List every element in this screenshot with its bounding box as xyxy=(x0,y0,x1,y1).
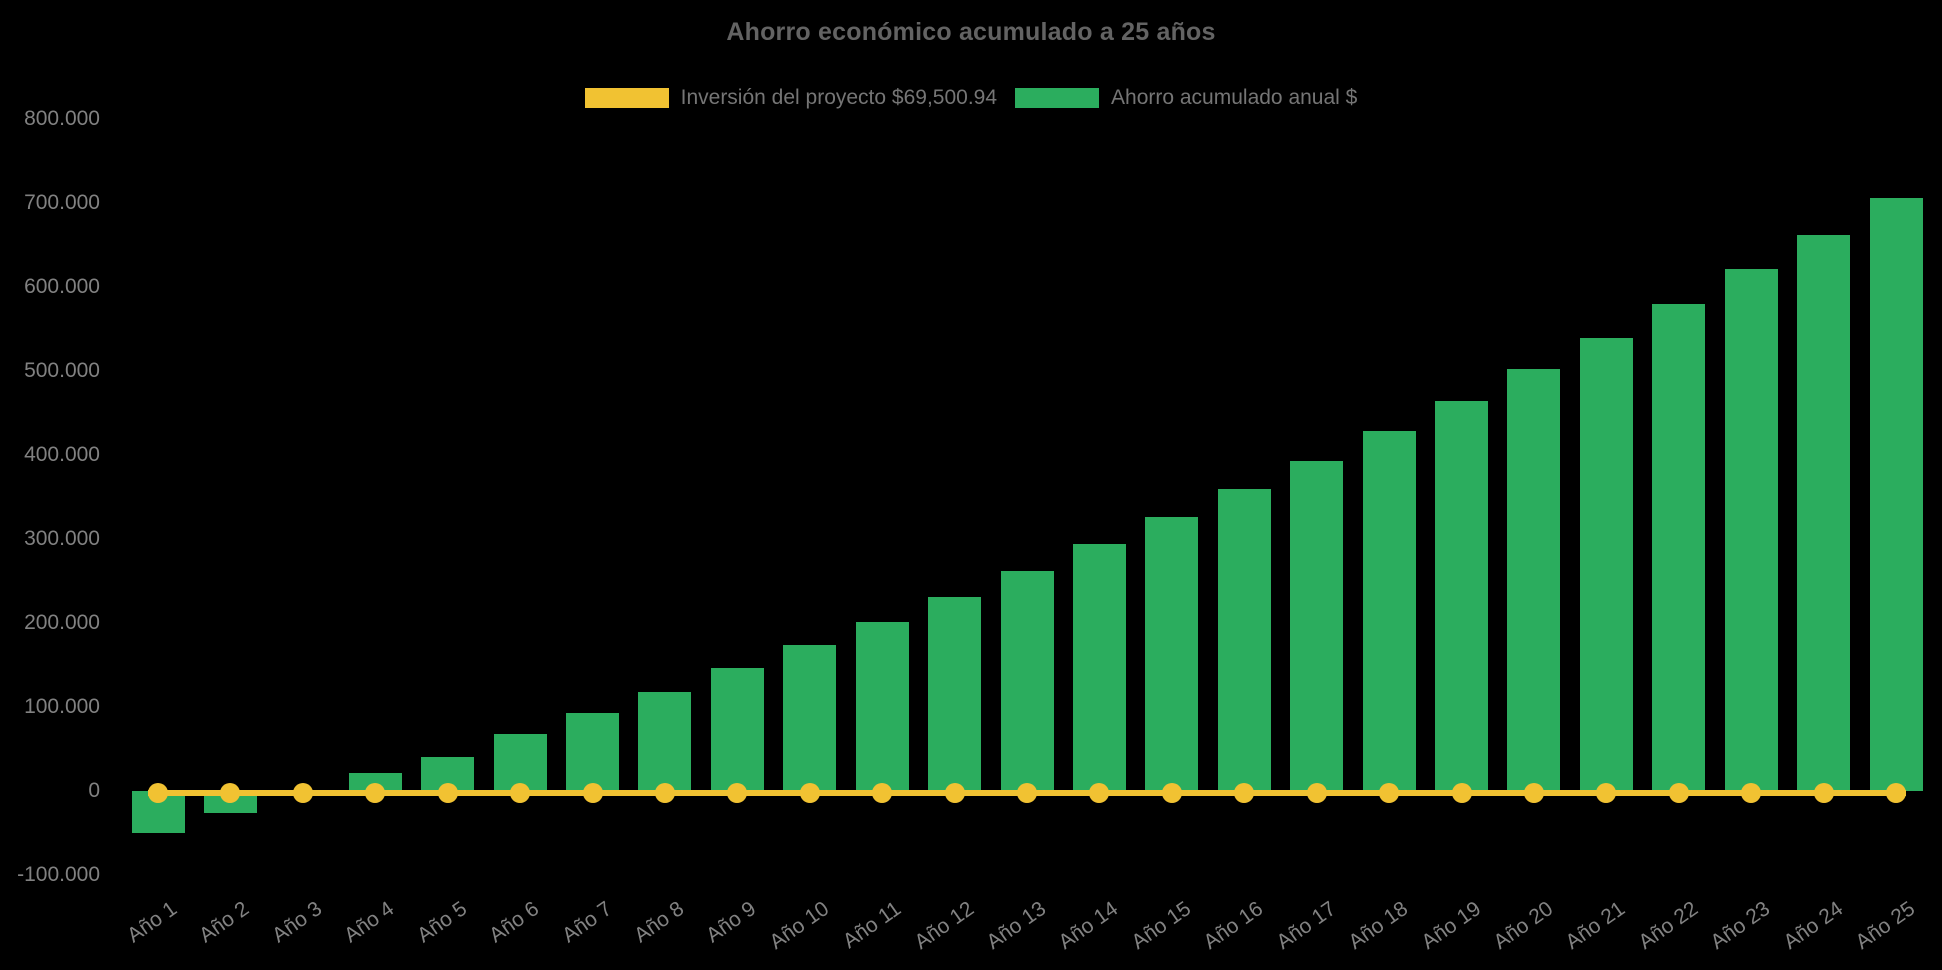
investment-point-año-15 xyxy=(1161,783,1182,803)
investment-point-año-24 xyxy=(1813,783,1834,803)
y-axis-tick-label: 500.000 xyxy=(24,359,100,382)
legend-label-savings: Ahorro acumulado anual $ xyxy=(1111,86,1358,109)
investment-point-año-8 xyxy=(654,783,675,803)
investment-point-año-4 xyxy=(365,783,386,803)
bar-año-22 xyxy=(1652,303,1706,791)
investment-point-año-3 xyxy=(292,783,313,803)
legend-item-investment: Inversión del proyecto $69,500.94 xyxy=(584,86,998,110)
x-axis-label-año-6: Año 6 xyxy=(485,897,544,948)
y-axis-tick-label: -100.000 xyxy=(17,863,100,886)
x-axis-label-año-10: Año 10 xyxy=(765,897,833,955)
x-axis-label-año-25: Año 25 xyxy=(1851,897,1920,955)
bar-año-24 xyxy=(1797,234,1851,791)
bar-año-13 xyxy=(1000,570,1054,791)
bar-año-21 xyxy=(1579,337,1633,791)
x-axis-label-año-9: Año 9 xyxy=(702,897,761,948)
bar-año-9 xyxy=(710,667,764,791)
bar-año-10 xyxy=(783,644,837,791)
x-axis-label-año-13: Año 13 xyxy=(982,897,1051,955)
bar-año-7 xyxy=(566,712,619,791)
y-axis-tick-label: 200.000 xyxy=(24,611,100,634)
investment-point-año-23 xyxy=(1741,783,1762,803)
x-axis-label-año-4: Año 4 xyxy=(340,897,399,948)
investment-point-año-5 xyxy=(437,783,458,803)
bar-año-19 xyxy=(1435,400,1488,791)
bar-año-6 xyxy=(493,733,547,791)
bar-año-16 xyxy=(1217,489,1271,791)
investment-point-año-21 xyxy=(1596,783,1617,803)
x-axis-label-año-24: Año 24 xyxy=(1779,897,1847,955)
investment-point-año-10 xyxy=(799,783,820,803)
y-axis-tick-label: 300.000 xyxy=(24,527,100,550)
x-axis-label-año-17: Año 17 xyxy=(1272,897,1340,955)
x-axis-label-año-2: Año 2 xyxy=(195,897,254,948)
x-axis-label-año-11: Año 11 xyxy=(838,897,906,954)
legend-swatch-savings xyxy=(1015,88,1100,108)
investment-point-año-17 xyxy=(1306,783,1327,803)
investment-point-año-22 xyxy=(1668,783,1689,803)
investment-point-año-1 xyxy=(148,783,168,803)
y-axis-tick-label: 600.000 xyxy=(24,275,100,298)
bar-año-15 xyxy=(1145,517,1199,791)
y-axis-tick-label: 400.000 xyxy=(24,443,100,466)
y-axis-tick-label: 0 xyxy=(88,779,100,802)
y-axis-tick-label: 700.000 xyxy=(24,191,100,214)
x-axis-label-año-8: Año 8 xyxy=(629,897,689,948)
investment-point-año-6 xyxy=(510,783,531,803)
investment-point-año-7 xyxy=(582,783,603,803)
x-axis-label-año-19: Año 19 xyxy=(1416,897,1485,955)
investment-point-año-19 xyxy=(1451,783,1472,803)
investment-point-año-2 xyxy=(220,783,241,803)
bar-año-8 xyxy=(638,691,692,791)
chart-legend: Inversión del proyecto $69,500.94 Ahorro… xyxy=(0,86,1942,110)
bar-año-4 xyxy=(348,773,402,791)
bar-año-18 xyxy=(1362,431,1416,791)
investment-point-año-11 xyxy=(872,783,893,803)
y-axis-tick-label: 100.000 xyxy=(24,695,100,718)
investment-point-año-20 xyxy=(1523,783,1544,803)
x-axis-label-año-16: Año 16 xyxy=(1199,897,1268,955)
investment-point-año-25 xyxy=(1886,783,1906,803)
bar-año-14 xyxy=(1072,544,1126,791)
bar-año-12 xyxy=(928,596,982,791)
x-axis-label-año-7: Año 7 xyxy=(557,897,616,948)
bar-año-17 xyxy=(1290,460,1344,791)
investment-point-año-9 xyxy=(727,783,748,803)
y-axis-tick-label: 800.000 xyxy=(24,107,100,130)
x-axis-label-año-12: Año 12 xyxy=(910,897,978,955)
investment-point-año-14 xyxy=(1089,783,1110,803)
investment-point-año-12 xyxy=(944,783,965,803)
investment-point-año-16 xyxy=(1234,783,1255,803)
x-axis-label-año-21: Año 21 xyxy=(1561,897,1630,955)
bar-año-20 xyxy=(1507,368,1561,791)
investment-point-año-13 xyxy=(1017,783,1037,803)
bar-año-23 xyxy=(1724,268,1778,791)
x-axis-label-año-22: Año 22 xyxy=(1634,897,1702,955)
chart-title: Ahorro económico acumulado a 25 años xyxy=(726,18,1216,46)
x-axis-label-año-5: Año 5 xyxy=(412,897,471,948)
x-axis-label-año-23: Año 23 xyxy=(1706,897,1775,955)
x-axis-label-año-18: Año 18 xyxy=(1344,897,1413,955)
x-axis-label-año-1: Año 1 xyxy=(123,897,182,948)
x-axis-label-año-20: Año 20 xyxy=(1489,897,1558,955)
bar-año-11 xyxy=(855,622,909,791)
bar-año-25 xyxy=(1869,197,1923,791)
legend-item-savings: Ahorro acumulado anual $ xyxy=(1015,86,1357,110)
investment-point-año-18 xyxy=(1379,783,1400,803)
x-axis-label-año-14: Año 14 xyxy=(1054,897,1123,955)
legend-label-investment: Inversión del proyecto $69,500.94 xyxy=(680,86,998,109)
x-axis-label-año-15: Año 15 xyxy=(1127,897,1196,955)
x-axis-label-año-3: Año 3 xyxy=(267,897,327,948)
legend-swatch-investment xyxy=(584,88,669,108)
